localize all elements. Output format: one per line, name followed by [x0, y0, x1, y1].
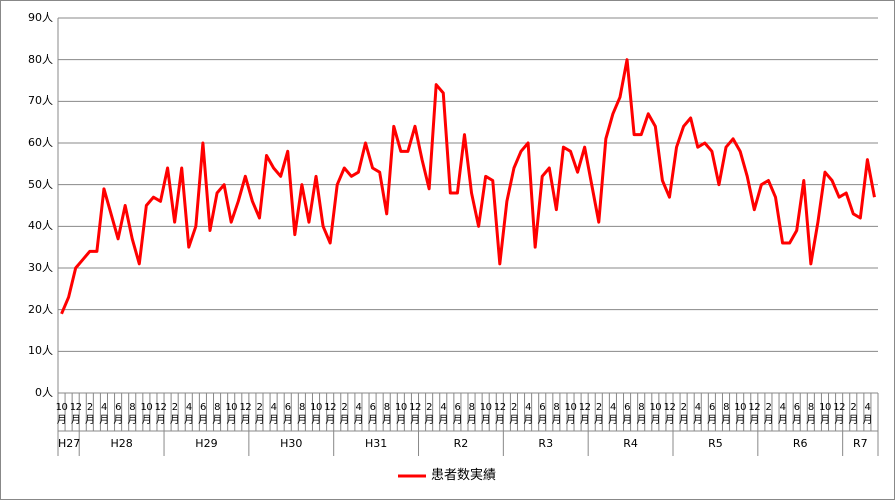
x-tick-label: 4月 — [353, 402, 364, 426]
x-tick-label: 4月 — [184, 402, 194, 426]
x-tick-label: 2月 — [339, 402, 350, 426]
x-tick-label: 4月 — [523, 402, 533, 426]
x-tick-label: 10月 — [564, 402, 577, 426]
x-tick-label: 8月 — [297, 402, 307, 426]
x-tick-label: 2月 — [85, 402, 95, 426]
y-tick-label: 80人 — [28, 52, 53, 66]
x-tick-label: 2月 — [763, 402, 774, 426]
y-tick-label: 30人 — [28, 261, 53, 274]
x-tick-label: 12月 — [663, 402, 676, 426]
x-tick-label: 10月 — [734, 402, 746, 426]
x-tick-label: 10月 — [479, 402, 492, 426]
x-tick-label: 6月 — [367, 402, 378, 426]
y-tick-label: 70人 — [28, 94, 53, 108]
x-tick-label: 10月 — [819, 402, 831, 426]
x-tick-label: 2月 — [594, 402, 604, 426]
x-tick-label: 10月 — [55, 402, 68, 426]
group-label: R7 — [852, 437, 868, 450]
y-tick-label: 50人 — [28, 177, 53, 191]
x-tick-label: 2月 — [678, 402, 689, 426]
y-tick-label: 60人 — [28, 136, 53, 149]
group-label: R6 — [792, 437, 808, 450]
group-label: R4 — [623, 437, 638, 450]
group-label: R5 — [708, 437, 723, 450]
x-tick-label: 12月 — [578, 402, 591, 426]
x-tick-label: 2月 — [424, 402, 434, 426]
x-tick-label: 4月 — [438, 402, 449, 426]
x-tick-label: 10月 — [649, 402, 662, 426]
y-tick-label: 90人 — [28, 11, 53, 24]
x-tick-label: 6月 — [622, 402, 632, 426]
x-tick-label: 8月 — [806, 402, 816, 426]
x-tick-label: 12月 — [493, 402, 506, 426]
data-line — [60, 58, 876, 315]
group-label: H27 — [58, 437, 81, 450]
x-tick-label: 12月 — [69, 402, 82, 426]
x-tick-label: 12月 — [748, 402, 761, 426]
x-tick-label: 10月 — [310, 402, 322, 426]
x-tick-label: 8月 — [127, 402, 137, 426]
x-tick-label: 8月 — [721, 402, 731, 426]
x-tick-label: 10月 — [394, 402, 407, 426]
x-tick-label: 4月 — [692, 402, 703, 426]
group-label: R3 — [538, 437, 554, 450]
y-tick-label: 40人 — [28, 219, 53, 233]
x-tick-label: 8月 — [212, 402, 222, 426]
x-tick-label: 12月 — [409, 402, 421, 426]
group-label: H31 — [364, 437, 388, 450]
y-tick-label: 0人 — [35, 386, 53, 399]
x-tick-label: 6月 — [707, 402, 717, 426]
x-tick-label: 4月 — [608, 402, 618, 426]
x-tick-label: 4月 — [777, 402, 788, 426]
x-tick-label: 2月 — [169, 402, 180, 426]
x-tick-label: 12月 — [833, 402, 845, 426]
x-tick-label: 8月 — [551, 402, 562, 426]
x-tick-label: 2月 — [254, 402, 265, 426]
x-tick-label: 12月 — [154, 402, 167, 426]
x-tick-label: 6月 — [113, 402, 123, 426]
x-tick-label: 6月 — [452, 402, 463, 426]
x-tick-label: 6月 — [282, 402, 293, 426]
x-tick-label: 8月 — [636, 402, 646, 426]
x-tick-label: 4月 — [99, 402, 109, 426]
y-tick-label: 20人 — [28, 302, 53, 316]
x-tick-label: 10月 — [140, 402, 153, 426]
x-tick-label: 8月 — [466, 402, 477, 426]
x-tick-label: 8月 — [381, 402, 392, 426]
x-tick-label: 2月 — [509, 402, 519, 426]
x-tick-label: 4月 — [268, 402, 279, 426]
x-tick-label: 4月 — [862, 402, 873, 426]
legend-label: 患者数実績 — [431, 468, 497, 483]
x-tick-label: 12月 — [239, 402, 252, 426]
x-tick-label: 6月 — [791, 402, 802, 426]
group-label: H28 — [110, 437, 133, 450]
y-tick-label: 10人 — [28, 344, 53, 358]
group-label: H30 — [280, 437, 303, 450]
group-label: H29 — [195, 437, 218, 450]
x-tick-label: 6月 — [537, 402, 547, 426]
group-label: R2 — [453, 437, 469, 450]
x-tick-label: 6月 — [198, 402, 208, 426]
x-tick-label: 12月 — [324, 402, 336, 426]
x-tick-label: 2月 — [848, 402, 859, 426]
x-tick-label: 10月 — [225, 402, 238, 426]
